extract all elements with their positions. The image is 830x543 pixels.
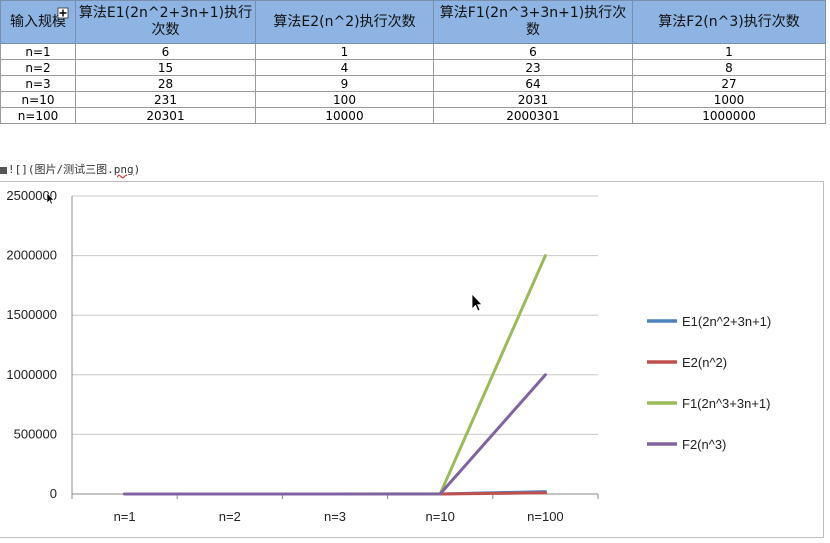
table-cell: 1000000 <box>632 107 826 124</box>
table-cell: n=2 <box>0 59 76 76</box>
x-tick-label: n=100 <box>527 509 564 524</box>
header-f2: 算法F2(n^3)执行次数 <box>632 0 826 44</box>
y-tick-label: 1500000 <box>6 307 57 322</box>
small-cursor-icon <box>46 192 55 205</box>
y-tick-label: 2000000 <box>6 248 57 263</box>
table-row: n=3 28 9 64 27 <box>0 75 826 92</box>
legend-label: E1(2n^2+3n+1) <box>682 314 771 329</box>
table-row: n=2 15 4 23 8 <box>0 59 826 76</box>
series-line <box>123 373 547 496</box>
broken-image-icon <box>0 166 7 174</box>
header-f1: 算法F1(2n^3+3n+1)执行次数 <box>433 0 633 44</box>
cursors <box>46 7 483 312</box>
execution-count-table: 输入规模 算法E1(2n^2+3n+1)执行次数 算法E2(n^2)执行次数 算… <box>0 0 826 124</box>
legend-label: E2(n^2) <box>682 355 727 370</box>
gridlines <box>72 195 598 495</box>
table-cell: 2000301 <box>433 107 633 124</box>
x-tick-label: n=3 <box>324 509 346 524</box>
header-e2: 算法E2(n^2)执行次数 <box>255 0 434 44</box>
legend: E1(2n^2+3n+1) E2(n^2) F1(2n^3+3n+1) F2(n^3) <box>647 314 771 452</box>
table-cell: n=100 <box>0 107 76 124</box>
table-header-row: 输入规模 算法E1(2n^2+3n+1)执行次数 算法E2(n^2)执行次数 算… <box>0 0 826 44</box>
table-row: n=100 20301 10000 2000301 1000000 <box>0 107 826 124</box>
markdown-image-link[interactable]: ![](图片/测试三图.png) <box>0 161 140 177</box>
table-row: n=1 6 1 6 1 <box>0 43 826 60</box>
y-tick-label: 0 <box>50 486 57 501</box>
axes: 0 500000 1000000 1500000 2000000 2500000 n=1 n=… <box>6 188 599 524</box>
markdown-prefix: ![](图片/测试三图. <box>8 163 114 176</box>
markdown-suffix: ) <box>133 163 141 176</box>
legend-label: F1(2n^3+3n+1) <box>682 396 771 411</box>
y-tick-label: 1000000 <box>6 367 57 382</box>
move-cursor-icon <box>57 7 69 19</box>
table-cell: 20301 <box>75 107 256 124</box>
legend-label: F2(n^3) <box>682 437 726 452</box>
y-tick-label: 2500000 <box>6 188 57 203</box>
x-tick-label: n=2 <box>219 509 241 524</box>
table-cell: 28 <box>75 75 256 92</box>
x-tick-label: n=1 <box>114 509 136 524</box>
spellcheck-word: png <box>113 163 134 176</box>
chart-frame <box>0 181 824 538</box>
series-lines <box>123 254 547 496</box>
mouse-cursor-icon <box>471 292 483 312</box>
x-tick-label: n=10 <box>426 509 455 524</box>
y-tick-label: 500000 <box>14 426 57 441</box>
table-cell: 27 <box>632 75 826 92</box>
